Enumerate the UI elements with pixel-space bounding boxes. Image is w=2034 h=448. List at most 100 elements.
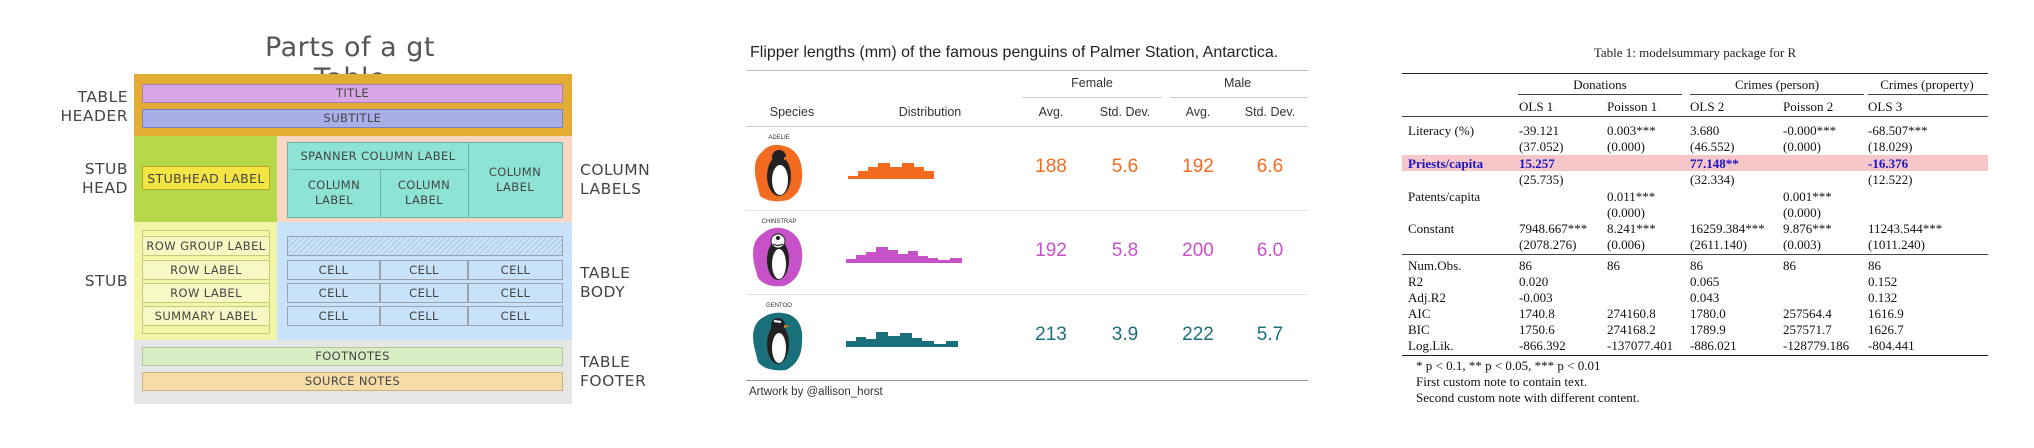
- cell: CELL: [287, 283, 380, 303]
- estimate: 11243.544***: [1868, 221, 1943, 236]
- gof-value: -866.392: [1519, 338, 1566, 353]
- label-table-header: TABLE HEADER: [60, 88, 128, 125]
- penguins-title: Flipper lengths (mm) of the famous pengu…: [750, 44, 1279, 61]
- label-stub-head: STUB HEAD: [82, 160, 128, 197]
- row-label: Priests/capita: [1408, 156, 1484, 171]
- estimate: 15.257: [1519, 156, 1555, 171]
- male-avg: 222: [1182, 324, 1214, 345]
- gof-value: 257564.4: [1783, 306, 1832, 321]
- gof-label: AIC: [1408, 306, 1431, 321]
- cell: CELL: [380, 260, 468, 280]
- gof-value: 274160.8: [1607, 306, 1656, 321]
- spanner-female: Female: [1071, 76, 1113, 90]
- std-error: (25.735): [1519, 172, 1564, 187]
- top-rule: [1402, 73, 1988, 74]
- column-label: COLUMN LABEL: [397, 178, 451, 207]
- female-avg: 192: [1035, 240, 1067, 261]
- col-distribution: Distribution: [898, 105, 962, 119]
- spanner-rule: [1518, 94, 1682, 95]
- spanner-rule: [291, 169, 466, 170]
- gof-value: -804.441: [1868, 338, 1915, 353]
- spanner-male: Male: [1223, 76, 1252, 90]
- footnotes-box: FOOTNOTES: [142, 347, 563, 366]
- gof-value: 86: [1868, 258, 1881, 273]
- row-label: ROW LABEL: [142, 260, 270, 280]
- column-divider: [468, 143, 469, 217]
- std-error: (37.052): [1519, 139, 1564, 154]
- cell: CELL: [380, 283, 468, 303]
- row-rule: [746, 294, 1308, 295]
- estimate: 77.148**: [1690, 156, 1739, 171]
- std-error: (1011.240): [1868, 237, 1925, 252]
- gof-value: 1616.9: [1868, 306, 1904, 321]
- model-ols3: OLS 3: [1868, 99, 1903, 114]
- estimate: 0.011***: [1607, 189, 1656, 204]
- label-column-labels: COLUMN LABELS: [580, 161, 651, 198]
- std-error: (0.003): [1783, 237, 1821, 252]
- gof-value: 0.043: [1690, 290, 1720, 305]
- bottom-rule: [746, 380, 1308, 381]
- table-caption: Table 1: modelsummary package for R: [1593, 45, 1797, 60]
- chinstrap-art-label: CHINSTRAP: [762, 219, 797, 225]
- female-avg: 188: [1035, 156, 1067, 177]
- gof-label: R2: [1408, 274, 1424, 289]
- row-label: Constant: [1408, 221, 1455, 236]
- header-rule: [746, 126, 1308, 127]
- gof-value: 0.152: [1868, 274, 1898, 289]
- gof-value: 0.020: [1519, 274, 1549, 289]
- spanner-crimes-person: Crimes (person): [1734, 77, 1820, 92]
- gof-rule: [1402, 254, 1988, 255]
- source-notes-box: SOURCE NOTES: [142, 372, 563, 391]
- estimate: 9.876***: [1783, 221, 1832, 236]
- adelie-art-label: ADELIE: [768, 135, 789, 141]
- gof-value: 1626.7: [1868, 322, 1904, 337]
- column-label: COLUMN LABEL: [488, 165, 542, 194]
- penguin-gentoo-art: GENTOO: [753, 303, 803, 371]
- cell: CELL: [468, 260, 563, 280]
- std-error: (0.000): [1607, 139, 1645, 154]
- stubhead-label-box: STUBHEAD LABEL: [142, 166, 270, 190]
- std-error: (0.000): [1607, 205, 1645, 220]
- gof-label: Num.Obs.: [1408, 258, 1462, 273]
- table-row: ADELIE 188 5.6 192 6.6: [746, 128, 1308, 208]
- female-sd: 3.9: [1111, 324, 1139, 345]
- std-error: (0.006): [1607, 237, 1645, 252]
- row-label: Patents/capita: [1408, 189, 1481, 204]
- artwork-credit: Artwork by @allison_horst: [749, 386, 883, 398]
- spanner-column-label: SPANNER COLUMN LABEL: [300, 148, 456, 163]
- std-error: (0.000): [1783, 139, 1821, 154]
- gof-label: Adj.R2: [1408, 290, 1446, 305]
- cell: CELL: [468, 283, 563, 303]
- female-sd: 5.6: [1111, 156, 1139, 177]
- row-label: Literacy (%): [1408, 123, 1475, 138]
- cell: CELL: [380, 306, 468, 326]
- std-error: (12.522): [1868, 172, 1913, 187]
- model-poisson1: Poisson 1: [1607, 99, 1658, 114]
- gof-value: 86: [1519, 258, 1532, 273]
- label-stub: STUB: [84, 272, 128, 290]
- spanner-rule: [1170, 97, 1308, 98]
- significance-note: * p < 0.1, ** p < 0.05, *** p < 0.01: [1416, 358, 1601, 373]
- penguin-chinstrap-art: CHINSTRAP: [753, 219, 803, 287]
- estimate: 0.003***: [1607, 123, 1656, 138]
- gof-label: BIC: [1408, 322, 1430, 337]
- std-error: (18.029): [1868, 139, 1913, 154]
- model-ols2: OLS 2: [1690, 99, 1725, 114]
- col-female-avg: Avg.: [1038, 105, 1064, 119]
- penguin-adelie-art: ADELIE: [754, 135, 803, 202]
- estimate: 0.001***: [1783, 189, 1832, 204]
- estimate: 16259.384***: [1690, 221, 1765, 236]
- table-row: GENTOO 213 3.9 222 5.7: [746, 296, 1308, 376]
- estimate: -39.121: [1519, 123, 1560, 138]
- cell: CELL: [287, 306, 380, 326]
- male-avg: 200: [1182, 240, 1214, 261]
- estimate: -0.000***: [1783, 123, 1837, 138]
- spanner-rule: [1868, 94, 1988, 95]
- model-ols1: OLS 1: [1519, 99, 1554, 114]
- gof-value: 257571.7: [1783, 322, 1832, 337]
- column-labels-region: [287, 142, 563, 218]
- spanner-donations: Donations: [1573, 77, 1627, 92]
- column-label: COLUMN LABEL: [307, 178, 361, 207]
- gof-value: 0.065: [1690, 274, 1720, 289]
- female-avg: 213: [1035, 324, 1067, 345]
